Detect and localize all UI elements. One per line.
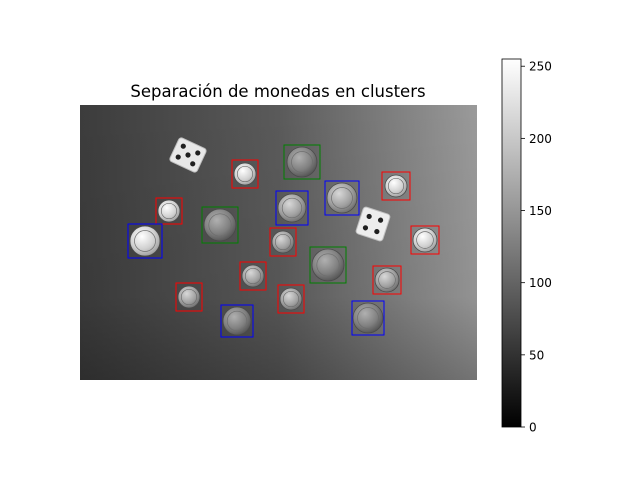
cluster-box-green [309, 246, 347, 284]
coin-inner-ring [274, 233, 292, 251]
cluster-box-blue [324, 180, 360, 216]
coin-inner-ring [226, 310, 248, 332]
coin-inner-ring [180, 288, 198, 306]
cluster-box-green [283, 144, 321, 180]
cluster-box-blue [220, 304, 254, 338]
cluster-box-red [372, 265, 402, 295]
coin-inner-ring [316, 253, 340, 277]
cluster-box-red [239, 261, 267, 291]
coin-inner-ring [357, 307, 379, 329]
coin-inner-ring [160, 202, 178, 220]
cluster-box-red [277, 284, 305, 314]
image-axes [80, 105, 477, 380]
coin-inner-ring [282, 290, 300, 308]
chart-title: Separación de monedas en clusters [130, 82, 425, 101]
coin-inner-ring [378, 271, 396, 289]
colorbar-tick-label: 100 [529, 276, 552, 290]
colorbar-tick-label: 250 [529, 60, 552, 74]
coin-inner-ring [208, 213, 232, 237]
coin-inner-ring [331, 187, 353, 209]
cluster-box-red [231, 159, 259, 189]
colorbar-ticks: 0 50 100 150 200 250 [521, 60, 552, 435]
cluster-box-red [175, 282, 203, 312]
coin-inner-ring [387, 177, 405, 195]
cluster-box-green [201, 206, 239, 244]
cluster-box-blue [127, 223, 163, 259]
coin-inner-ring [416, 231, 434, 249]
colorbar-gradient [501, 58, 522, 428]
colorbar: 0 50 100 150 200 250 [501, 58, 552, 435]
cluster-box-red [410, 225, 440, 255]
cluster-box-red [269, 227, 297, 257]
coins-layer [127, 144, 440, 338]
coin-inner-ring [244, 267, 262, 285]
die [355, 206, 391, 242]
colorbar-tick-label: 150 [529, 204, 552, 218]
coin-inner-ring [291, 151, 313, 173]
coin-inner-ring [134, 230, 156, 252]
cluster-box-red [155, 197, 183, 225]
colorbar-tick-label: 50 [529, 348, 544, 362]
cluster-box-red [381, 171, 411, 201]
colorbar-tick-label: 0 [529, 421, 537, 435]
coin-inner-ring [281, 197, 303, 219]
cluster-box-blue [351, 300, 385, 336]
colorbar-tick-label: 200 [529, 132, 552, 146]
coin-inner-ring [236, 165, 254, 183]
cluster-box-blue [275, 190, 309, 226]
die [169, 137, 207, 173]
